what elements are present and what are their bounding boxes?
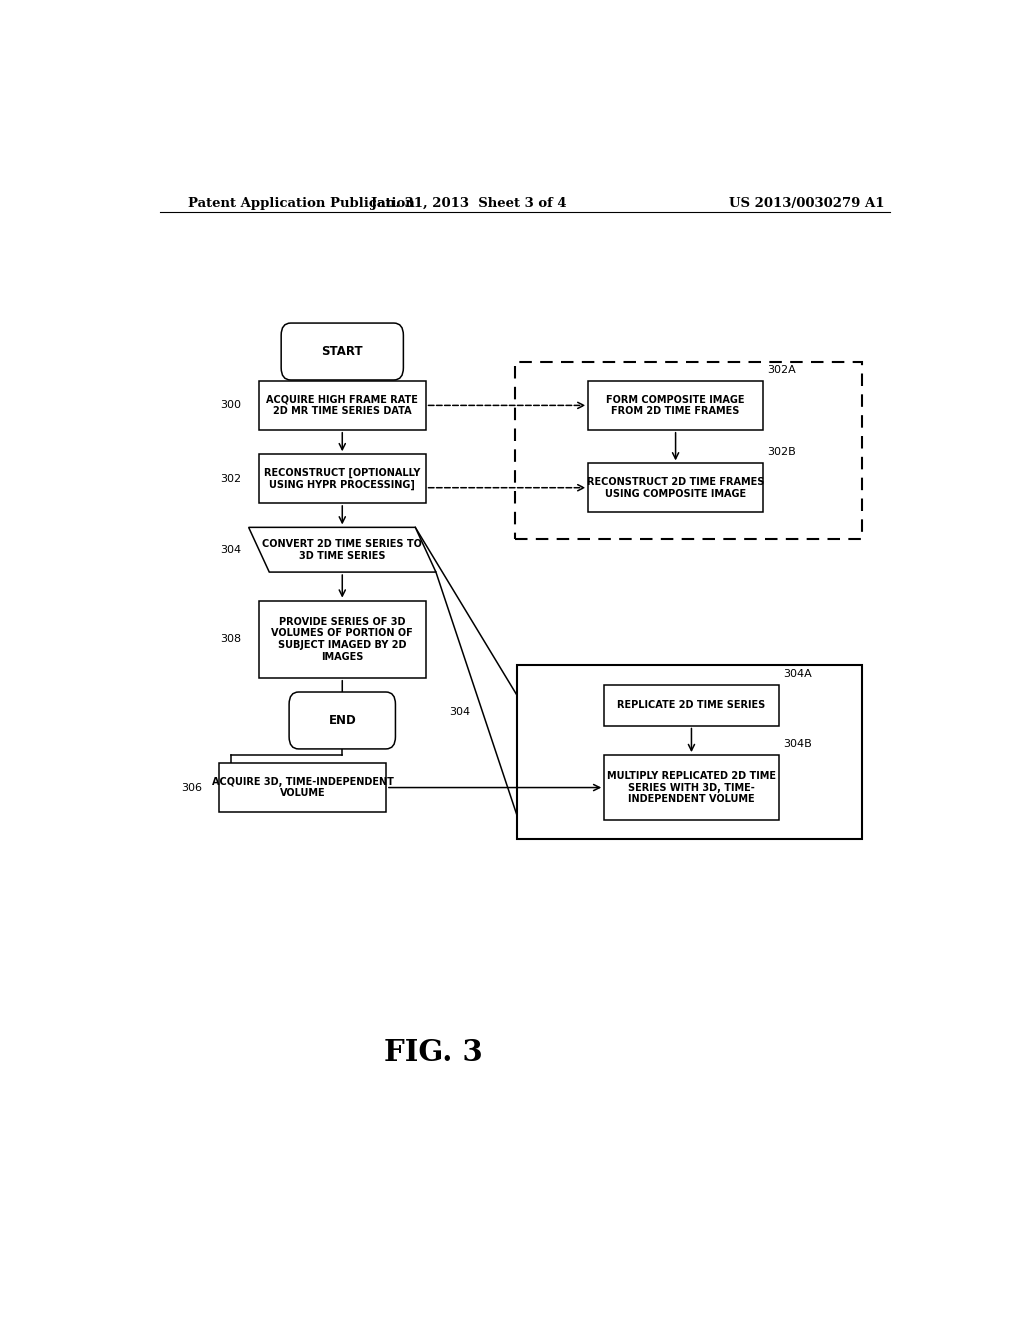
Text: 302: 302 (220, 474, 242, 483)
Text: ACQUIRE HIGH FRAME RATE
2D MR TIME SERIES DATA: ACQUIRE HIGH FRAME RATE 2D MR TIME SERIE… (266, 395, 418, 416)
Text: RECONSTRUCT 2D TIME FRAMES
USING COMPOSITE IMAGE: RECONSTRUCT 2D TIME FRAMES USING COMPOSI… (587, 477, 764, 499)
FancyBboxPatch shape (219, 763, 386, 812)
Text: REPLICATE 2D TIME SERIES: REPLICATE 2D TIME SERIES (617, 700, 766, 710)
FancyBboxPatch shape (588, 463, 763, 512)
Text: 304: 304 (450, 708, 471, 717)
FancyBboxPatch shape (282, 323, 403, 380)
Text: 304B: 304B (782, 739, 811, 748)
Bar (517, 664, 862, 840)
Text: PROVIDE SERIES OF 3D
VOLUMES OF PORTION OF
SUBJECT IMAGED BY 2D
IMAGES: PROVIDE SERIES OF 3D VOLUMES OF PORTION … (271, 616, 413, 661)
Text: ACQUIRE 3D, TIME-INDEPENDENT
VOLUME: ACQUIRE 3D, TIME-INDEPENDENT VOLUME (212, 776, 393, 799)
Text: FIG. 3: FIG. 3 (384, 1039, 483, 1068)
FancyBboxPatch shape (604, 685, 778, 726)
FancyBboxPatch shape (259, 454, 426, 503)
Text: MULTIPLY REPLICATED 2D TIME
SERIES WITH 3D, TIME-
INDEPENDENT VOLUME: MULTIPLY REPLICATED 2D TIME SERIES WITH … (607, 771, 776, 804)
Text: RECONSTRUCT [OPTIONALLY
USING HYPR PROCESSING]: RECONSTRUCT [OPTIONALLY USING HYPR PROCE… (264, 467, 421, 490)
FancyBboxPatch shape (289, 692, 395, 748)
Text: Jan. 31, 2013  Sheet 3 of 4: Jan. 31, 2013 Sheet 3 of 4 (372, 197, 567, 210)
Text: 304: 304 (220, 545, 242, 554)
Text: 300: 300 (220, 400, 242, 411)
FancyBboxPatch shape (259, 601, 426, 677)
Text: 308: 308 (220, 634, 242, 644)
Text: END: END (329, 714, 356, 727)
FancyBboxPatch shape (259, 381, 426, 430)
Text: 302B: 302B (767, 447, 796, 457)
FancyBboxPatch shape (588, 381, 763, 430)
Bar (515, 362, 862, 539)
Text: US 2013/0030279 A1: US 2013/0030279 A1 (729, 197, 885, 210)
Text: Patent Application Publication: Patent Application Publication (187, 197, 415, 210)
Text: FORM COMPOSITE IMAGE
FROM 2D TIME FRAMES: FORM COMPOSITE IMAGE FROM 2D TIME FRAMES (606, 395, 744, 416)
Polygon shape (249, 528, 436, 572)
Text: 304A: 304A (782, 669, 811, 678)
Text: START: START (322, 345, 364, 358)
Text: 302A: 302A (767, 364, 796, 375)
FancyBboxPatch shape (604, 755, 778, 820)
Text: 306: 306 (181, 783, 202, 792)
Text: CONVERT 2D TIME SERIES TO
3D TIME SERIES: CONVERT 2D TIME SERIES TO 3D TIME SERIES (262, 539, 422, 561)
